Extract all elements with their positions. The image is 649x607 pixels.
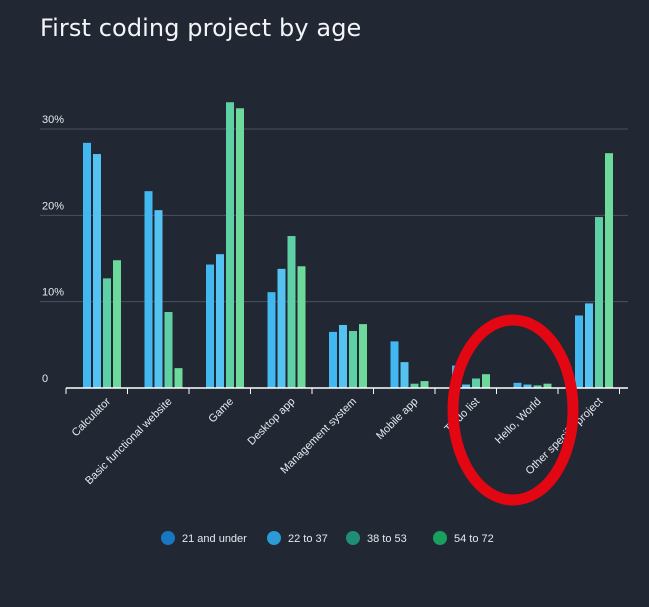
bar-21-and-under [329,331,337,388]
y-tick-label: 20% [42,200,64,212]
bar-38-to-53 [472,378,480,388]
y-tick-label: 30% [42,114,64,126]
bar-21-and-under [83,142,91,388]
bar-54-to-72 [297,266,306,388]
legend: 21 and under 22 to 37 38 to 53 54 to 72 [161,531,494,545]
bar-22-to-37 [523,384,532,388]
y-tick-label: 0 [42,373,48,385]
legend-swatch [433,531,447,545]
bar-38-to-53 [533,385,542,388]
x-tick-label: Game [206,396,236,426]
bar-22-to-37 [400,362,409,388]
bar-22-to-37 [339,324,347,388]
bars [83,102,613,388]
highlight-circle [447,314,579,506]
bar-22-to-37 [277,268,286,388]
bar-54-to-72 [359,324,367,388]
x-tick-label: Mobile app [374,396,421,443]
bar-22-to-37 [154,210,163,388]
bar-54-to-72 [236,108,244,388]
bar-22-to-37 [93,154,101,388]
x-tick-label: Hello, World [493,396,544,447]
legend-swatch [161,531,175,545]
bar-21-and-under [206,264,214,388]
chart-title: First coding project by age [40,14,362,42]
bar-22-to-37 [216,254,224,388]
bar-38-to-53 [349,331,357,388]
bar-38-to-53 [410,383,419,388]
bar-54-to-72 [113,260,121,388]
legend-swatch [267,531,281,545]
bar-38-to-53 [226,102,234,388]
legend-label: 38 to 53 [367,533,407,545]
y-tick-label: 10% [42,287,64,299]
bar-21-and-under [267,292,276,388]
bar-54-to-72 [420,381,429,388]
bar-22-to-37 [585,303,593,388]
bar-21-and-under [144,191,153,388]
x-tick-label: Desktop app [245,396,297,448]
grid-lines [40,128,628,303]
x-axis [65,387,628,394]
bar-38-to-53 [595,217,603,388]
legend-swatch [346,531,360,545]
bar-54-to-72 [543,383,552,388]
bar-21-and-under [513,382,522,388]
bar-54-to-72 [482,374,490,388]
bar-21-and-under [575,315,583,388]
bar-54-to-72 [605,153,613,388]
bar-38-to-53 [164,312,173,388]
bar-21-and-under [390,341,399,388]
bar-38-to-53 [287,236,296,388]
legend-label: 54 to 72 [454,533,494,545]
x-tick-label: Calculator [70,395,114,439]
legend-label: 21 and under [182,533,247,545]
bar-38-to-53 [103,278,111,388]
bar-54-to-72 [174,368,183,388]
annotation [447,314,579,506]
legend-label: 22 to 37 [288,533,328,545]
bar-22-to-37 [462,384,470,388]
